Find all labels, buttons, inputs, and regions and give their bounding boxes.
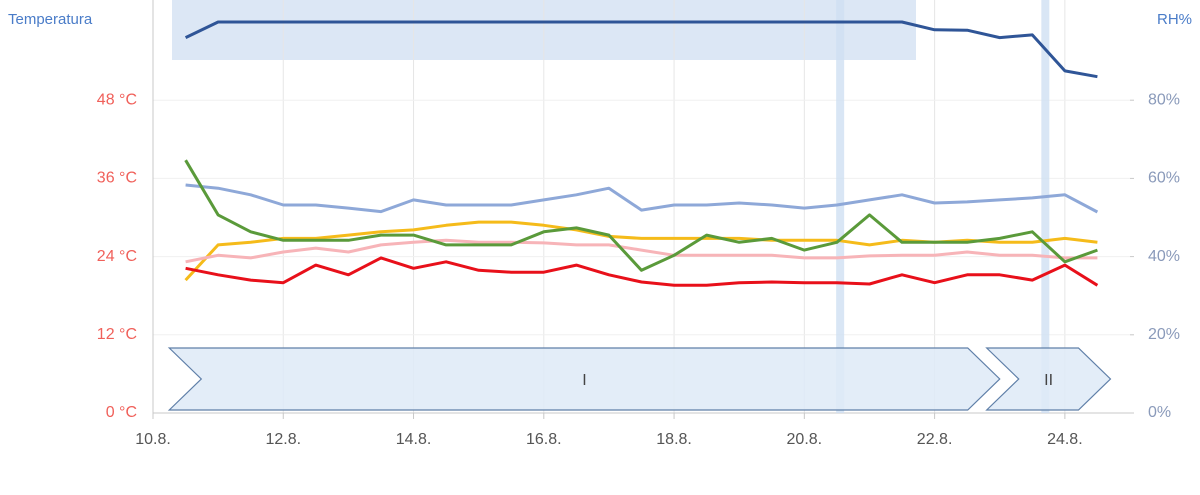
series-line [185,183,1099,214]
phase-label: I [582,372,586,389]
x-tick-label: 24.8. [1047,431,1083,448]
series-line [184,20,1098,79]
highlight-band [836,0,845,413]
y-tick-label: 12 °C [97,326,137,343]
y-tick-label: 0 °C [106,404,137,421]
phase-chevron [167,347,1001,411]
y2-tick-label: 60% [1148,170,1180,187]
y-tick-label: 36 °C [97,170,137,187]
y2-tick-label: 20% [1148,326,1180,343]
x-tick-label: 14.8. [396,431,432,448]
phase-label: II [1044,372,1053,389]
x-tick-label: 22.8. [917,431,953,448]
x-tick-label: 18.8. [656,431,692,448]
y2-axis-title: RH% [1157,11,1192,28]
y-tick-label: 24 °C [97,248,137,265]
phase-chevron [985,347,1112,411]
y-axis-title: Temperatura [8,11,93,28]
y2-tick-label: 0% [1148,404,1171,421]
y2-tick-label: 40% [1148,248,1180,265]
series-line [185,238,1098,264]
x-tick-label: 12.8. [265,431,301,448]
x-tick-label: 16.8. [526,431,562,448]
y-tick-label: 48 °C [97,91,137,108]
series-line [185,256,1099,287]
highlight-band [1041,0,1050,413]
x-tick-label: 20.8. [787,431,823,448]
y2-tick-label: 80% [1148,91,1180,108]
series-line [184,159,1098,272]
x-tick-label: 10.8. [135,431,171,448]
